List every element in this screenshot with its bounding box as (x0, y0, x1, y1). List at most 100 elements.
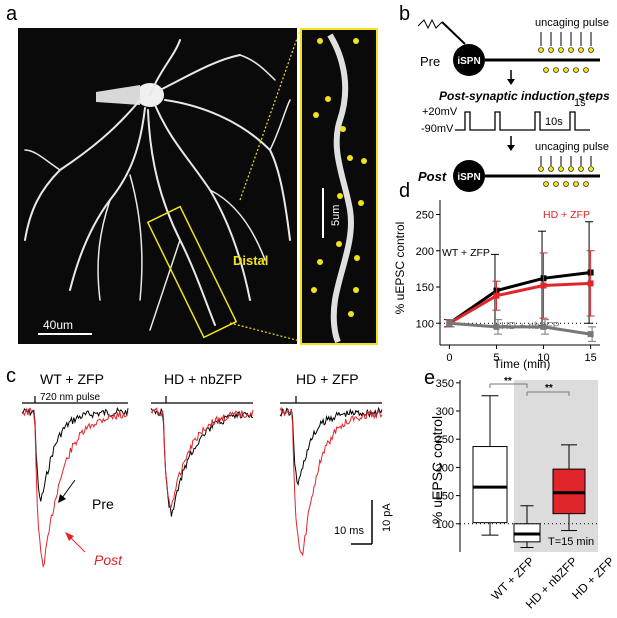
scale-40-label: 40um (43, 318, 73, 332)
scale-time-label: 10 ms (334, 525, 364, 537)
e-box (472, 446, 508, 524)
uncaging-label-post: uncaging pulse (535, 141, 609, 153)
d-series-line (449, 321, 591, 336)
panel-d: d % uEPSC control Time (min) 10015020025… (393, 180, 600, 371)
panel-e-letter: e (424, 367, 435, 389)
distal-label: Distal (233, 253, 268, 268)
scale-amp-label: 10 pA (381, 503, 393, 532)
arrow-head-1 (507, 79, 515, 85)
d-label-hd-nb: HD + nbZFP (501, 320, 560, 332)
d-label-wt: WT + ZFP (442, 247, 490, 259)
d-point (587, 331, 594, 338)
panel-a: a Distal (6, 3, 378, 345)
c-trace-hdzfp-pre (279, 406, 383, 487)
post-label-b: Post (418, 169, 447, 184)
c-trace-hdnb-pre (150, 407, 254, 517)
c-group1-label: WT + ZFP (40, 371, 104, 387)
arrow-head-2 (507, 145, 515, 151)
c-group3-label: HD + ZFP (296, 371, 359, 387)
neuron-drawing (24, 39, 291, 331)
e-ytick-label: 200 (436, 462, 454, 474)
zoom-inset (300, 28, 378, 345)
t-1s-label: 1s (574, 97, 586, 109)
t-10s-label: 10s (545, 116, 563, 128)
c-trace-wt-pre (21, 407, 129, 502)
c-traces (21, 406, 383, 569)
ispn-cell-post (453, 160, 485, 192)
e-time-note: T=15 min (548, 536, 594, 548)
d-series-line (448, 281, 591, 325)
panel-c-letter: c (6, 365, 16, 387)
induction-title: Post-synaptic induction steps (439, 89, 610, 103)
d-label-hd-zfp: HD + ZFP (543, 209, 590, 221)
c-trace-hdzfp-post (279, 406, 383, 557)
d-xtick-label: 10 (537, 352, 549, 364)
zoom-dendrite (327, 33, 354, 344)
panel-b: b Pre iSPN uncaging pulse Post-synaptic … (399, 3, 610, 192)
v-high-label: +20mV (422, 106, 458, 118)
sig-label-2: ** (545, 383, 553, 394)
d-point (493, 323, 500, 330)
e-ytick-label: 150 (436, 491, 454, 503)
panel-c: c WT + ZFP HD + nbZFP HD + ZFP 720 nm pu… (6, 365, 393, 569)
c-trace-hdnb-post (150, 407, 254, 510)
d-axes: 100 150 200 250 0 5 10 15 (416, 200, 600, 364)
d-point (540, 282, 547, 289)
d-ytick-label: 100 (416, 318, 434, 330)
d-point (540, 323, 547, 330)
distal-region-box (146, 205, 238, 339)
scale-5-label: 5um (330, 205, 342, 226)
d-xtick-label: 0 (446, 352, 452, 364)
spine-markers (311, 38, 367, 317)
c-group2-label: HD + nbZFP (164, 371, 242, 387)
c-pre-label: Pre (92, 496, 114, 512)
spines-post (538, 166, 594, 187)
e-axes: 100 150 200 250 300 350 (436, 378, 461, 552)
d-ytick-label: 250 (416, 210, 434, 222)
d-point (446, 320, 453, 327)
neuron-micrograph (18, 28, 297, 344)
ispn-cell-pre (453, 44, 485, 76)
pre-arrow (61, 479, 76, 499)
d-plot-area (440, 221, 600, 342)
pre-arrow-head (58, 494, 66, 503)
panel-b-letter: b (399, 3, 410, 25)
uncaging-arrows-pre (540, 32, 592, 46)
panel-a-letter: a (6, 3, 18, 25)
e-ytick-label: 300 (436, 406, 454, 418)
e-ytick-label: 100 (436, 519, 454, 531)
pulse-label: 720 nm pulse (40, 392, 100, 403)
uncaging-label-pre: uncaging pulse (535, 17, 609, 29)
v-low-label: -90mV (421, 123, 454, 135)
post-arrow-head (65, 532, 74, 541)
d-point (587, 280, 594, 287)
sig-bracket-2 (526, 391, 570, 396)
electrode-icon (417, 18, 443, 30)
d-xtick-label: 5 (493, 352, 499, 364)
step-protocol-trace (455, 111, 590, 131)
e-ylabel: % uEPSC control (429, 416, 445, 524)
d-point (493, 292, 500, 299)
d-xtick-label: 15 (584, 352, 596, 364)
sig-bracket-1 (489, 383, 528, 388)
spines-pre (538, 47, 594, 73)
ispn-label-pre: iSPN (457, 56, 480, 67)
e-plot-area (460, 395, 598, 548)
c-trace-wt-post (21, 407, 129, 569)
pulse-marker-lines (22, 396, 382, 404)
d-xlabel: Time (min) (494, 357, 551, 371)
d-series-line (448, 271, 591, 325)
e-ytick-label: 350 (436, 378, 454, 390)
c-post-label: Post (94, 552, 123, 568)
d-ytick-label: 200 (416, 246, 434, 258)
zoom-connector-bottom (229, 322, 301, 342)
post-arrow (69, 536, 86, 553)
d-ytick-label: 150 (416, 282, 434, 294)
panel-d-letter: d (399, 180, 410, 202)
sig-label-1: ** (504, 376, 512, 387)
ispn-label-post: iSPN (457, 172, 480, 183)
uncaging-arrows-post (540, 156, 592, 166)
e-ytick-label: 250 (436, 434, 454, 446)
d-ylabel: % uEPSC control (393, 222, 407, 315)
